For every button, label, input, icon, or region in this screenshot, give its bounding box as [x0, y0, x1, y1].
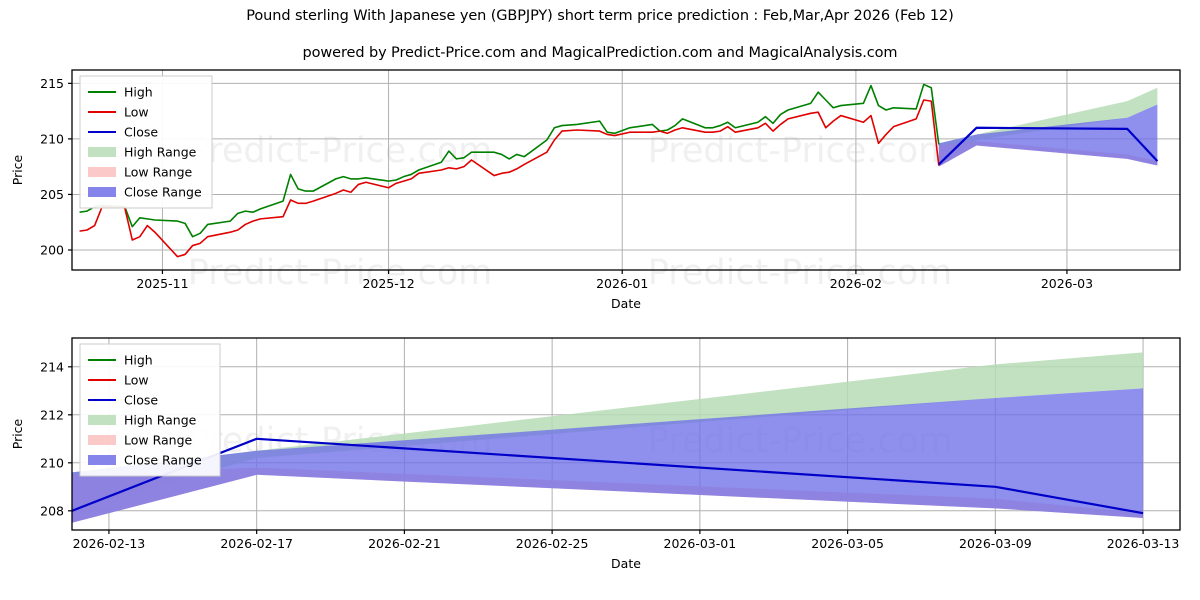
high-range-band — [938, 87, 1158, 165]
watermark: Predict-Price.com — [648, 131, 952, 171]
legend-label: Close Range — [124, 185, 202, 200]
watermark: Predict-Price.com — [188, 131, 492, 171]
close-line — [938, 126, 1159, 166]
low-line — [79, 99, 940, 258]
x-axis-label: Date — [611, 556, 641, 571]
plot-frame — [71, 69, 1181, 271]
legend-label: Low Range — [124, 433, 193, 448]
x-tick-label: 2026-01 — [596, 276, 648, 291]
legend-swatch-band — [88, 435, 116, 445]
high-range-band — [72, 352, 1144, 511]
page-title: Pound sterling With Japanese yen (GBPJPY… — [246, 8, 954, 24]
legend-swatch-band — [88, 415, 116, 425]
legend: High Low Close High Range Low Range Close Ran… — [79, 343, 221, 477]
x-tick-label: 2026-03-13 — [1107, 536, 1180, 551]
x-tick-label: 2026-02 — [830, 276, 882, 291]
close-range-band — [72, 388, 1144, 523]
y-tick-label: 215 — [40, 76, 64, 91]
y-tick-label: 208 — [40, 503, 64, 518]
close-range-band — [938, 104, 1158, 167]
legend-label: Close — [124, 393, 158, 408]
watermark: Predict-Price.com — [648, 253, 952, 293]
legend-label: Close Range — [124, 453, 202, 468]
x-tick-label: 2025-12 — [362, 276, 414, 291]
y-tick-label: 214 — [40, 359, 64, 374]
x-tick-label: 2025-11 — [136, 276, 188, 291]
y-axis-label: Price — [10, 418, 25, 449]
x-tick-label: 2026-03-01 — [664, 536, 737, 551]
x-tick-label: 2026-02-17 — [220, 536, 293, 551]
x-axis-label: Date — [611, 296, 641, 311]
bottom-chart-svg: Predict-Price.comPredict-Price.com208210… — [10, 337, 1181, 571]
x-tick-label: 2026-03-09 — [959, 536, 1032, 551]
legend-swatch-band — [88, 187, 116, 197]
legend-label: High — [124, 353, 153, 368]
plot-frame — [71, 337, 1181, 531]
legend-label: Low Range — [124, 165, 193, 180]
x-tick-label: 2026-03-05 — [811, 536, 884, 551]
y-axis-label: Price — [10, 154, 25, 185]
x-tick-label: 2026-02-21 — [368, 536, 441, 551]
legend-label: Low — [124, 105, 149, 120]
top-chart-svg: Predict-Price.com Predict-Price.com Predic… — [10, 69, 1181, 311]
high-line — [79, 83, 940, 238]
x-tick-label: 2026-03 — [1041, 276, 1093, 291]
legend-label: Low — [124, 373, 149, 388]
y-tick-label: 212 — [40, 407, 64, 422]
y-tick-label: 205 — [40, 187, 64, 202]
watermark: Predict-Price.com — [188, 253, 492, 293]
top-chart-panel: Predict-Price.com Predict-Price.com Predic… — [0, 62, 1200, 320]
legend-box — [79, 343, 221, 477]
legend-label: Close — [124, 125, 158, 140]
legend-label: High Range — [124, 145, 197, 160]
page-subtitle: powered by Predict-Price.com and Magical… — [302, 45, 898, 61]
legend-label: High Range — [124, 413, 197, 428]
y-tick-label: 210 — [40, 131, 64, 146]
legend-label: High — [124, 85, 153, 100]
y-tick-label: 200 — [40, 243, 64, 258]
legend-swatch-band — [88, 147, 116, 157]
legend-box — [79, 75, 213, 209]
legend: High Low Close High Range Low Range Close Ran… — [79, 75, 213, 209]
y-tick-label: 210 — [40, 455, 64, 470]
x-tick-label: 2026-02-13 — [73, 536, 146, 551]
bottom-chart-panel: Predict-Price.comPredict-Price.com208210… — [0, 330, 1200, 592]
x-tick-label: 2026-02-25 — [516, 536, 589, 551]
legend-swatch-band — [88, 455, 116, 465]
legend-swatch-band — [88, 167, 116, 177]
